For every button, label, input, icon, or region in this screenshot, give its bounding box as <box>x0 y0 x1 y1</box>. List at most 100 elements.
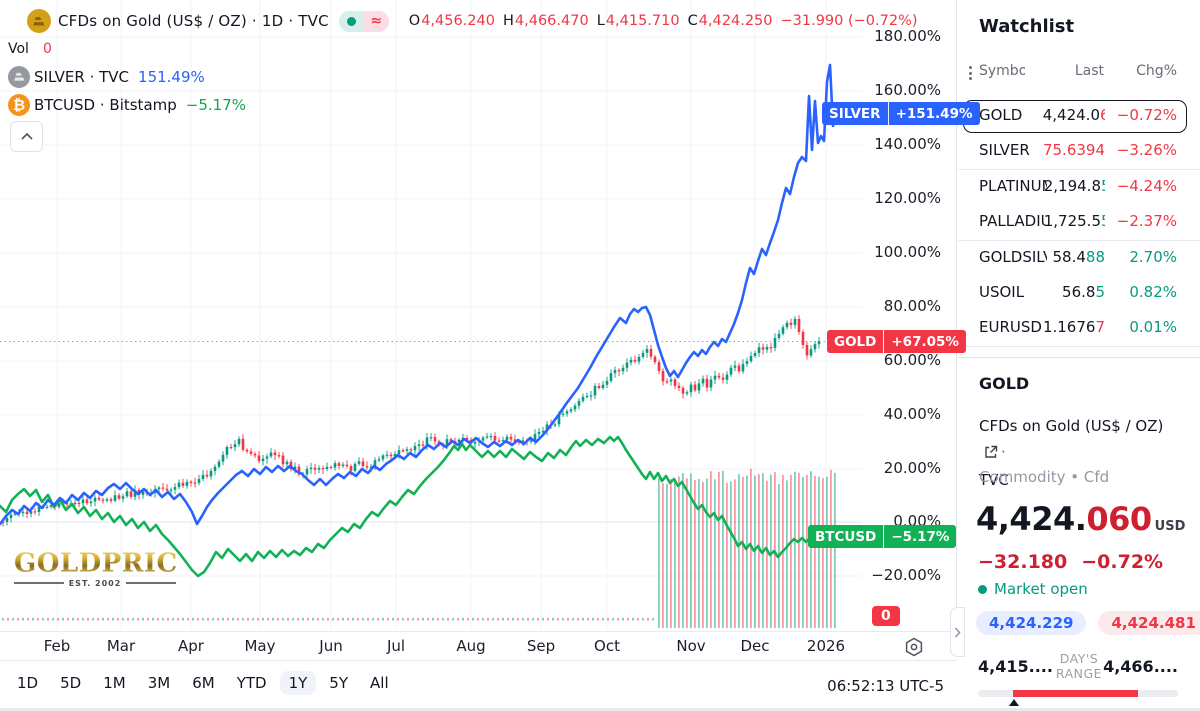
column-symbol[interactable]: Symbol <box>979 63 1025 79</box>
x-axis-label[interactable]: Aug <box>456 637 486 655</box>
row-symbol: PLATINUM <box>979 177 1047 195</box>
detail-description: CFDs on Gold (US$ / OZ) · TVC <box>979 413 1184 493</box>
watchlist-row-silver[interactable]: SILVER 75.6394 −3.26% <box>958 134 1200 169</box>
panel-collapse-handle[interactable] <box>950 607 965 657</box>
external-link-icon[interactable] <box>984 441 998 467</box>
range-high: 4,466.... <box>1103 657 1178 676</box>
btcusd-change: −5.17% <box>185 96 246 114</box>
column-chg[interactable]: Chg% <box>1136 63 1177 79</box>
range-button-6m[interactable]: 6M <box>192 674 215 692</box>
x-axis-label[interactable]: Jun <box>319 637 343 655</box>
y-axis-label: 80.00% <box>883 297 941 315</box>
chart-legend: CFDs on Gold (US$ / OZ) · 1D · TVC ≈ O 4,… <box>8 8 918 117</box>
price-currency: USD <box>1154 519 1186 534</box>
ask-pill[interactable]: 4,424.481 <box>1098 611 1200 635</box>
row-symbol: GOLDSILVER <box>979 248 1047 266</box>
row-last: 1.1676 7 <box>1042 318 1105 336</box>
y-axis-label: −20.00% <box>871 566 941 584</box>
row-last: 1,725.55 <box>1043 212 1105 230</box>
watchlist-row-gold[interactable]: GOLD 4,424.0 6 −0.72% <box>958 99 1200 134</box>
range-button-ytd[interactable]: YTD <box>236 674 267 692</box>
silver-title[interactable]: SILVER · TVC <box>34 68 130 86</box>
x-axis-label[interactable]: Mar <box>106 637 136 655</box>
x-axis-label[interactable]: 2026 <box>806 637 846 655</box>
range-button-3m[interactable]: 3M <box>147 674 171 692</box>
x-axis-label[interactable]: Nov <box>676 637 706 655</box>
y-axis-label: 140.00% <box>874 135 941 153</box>
visibility-toggle-icon[interactable] <box>338 10 364 32</box>
detail-category: Commodity • Cfd <box>979 468 1110 486</box>
marker-toggle[interactable]: ≈ <box>338 10 389 32</box>
range-button-1y[interactable]: 1Y <box>279 671 317 695</box>
chart-pane: CFDs on Gold (US$ / OZ) · 1D · TVC ≈ O 4,… <box>0 0 980 711</box>
row-symbol: EURUSD <box>979 318 1042 336</box>
range-fill <box>1013 690 1138 697</box>
watchlist-rows: GOLD 4,424.0 6 −0.72% SILVER 75.6394 −3.26% PLA… <box>958 99 1200 347</box>
row-last: 56.8 5 <box>1062 283 1105 301</box>
compare-row-silver[interactable]: SILVER · TVC 151.49% <box>8 65 918 89</box>
chevron-up-icon <box>20 133 33 140</box>
symbol-title[interactable]: CFDs on Gold (US$ / OZ) · 1D · TVC <box>58 12 329 30</box>
row-symbol: USOIL <box>979 283 1025 301</box>
time-axis[interactable]: Feb Mar Apr May Jun Jul Aug Sep Oct Nov Dec 2026 <box>0 631 957 661</box>
legend-collapse-button[interactable] <box>10 121 43 152</box>
silver-icon <box>8 66 30 88</box>
detail-description-text[interactable]: CFDs on Gold (US$ / OZ) <box>979 417 1164 435</box>
market-status: Market open <box>978 580 1088 598</box>
compare-row-btcusd[interactable]: ₿ BTCUSD · Bitstamp −5.17% <box>8 93 918 117</box>
row-symbol: GOLD <box>979 106 1023 124</box>
low-value: 4,415.710 <box>605 13 680 29</box>
bid-pill[interactable]: 4,424.229 <box>976 611 1087 635</box>
watchlist-header[interactable]: Symbol Last Chg% <box>958 63 1200 87</box>
range-button-1m[interactable]: 1M <box>103 674 126 692</box>
watchlist-row-usoil[interactable]: USOIL 56.8 5 0.82% <box>958 276 1200 311</box>
btc-icon: ₿ <box>8 94 30 116</box>
y-axis-label: 20.00% <box>883 459 941 477</box>
range-button-5y[interactable]: 5Y <box>329 674 349 692</box>
settings-icon[interactable] <box>903 636 925 662</box>
watchlist-row-palladium[interactable]: PALLADIUM1,725.55 −2.37% <box>958 205 1200 240</box>
market-open-dot-icon <box>978 584 987 594</box>
btcusd-price-badge: BTCUSD −5.17% <box>808 525 957 548</box>
row-chg: −2.37% <box>1116 212 1177 230</box>
watchlist-row-platinum[interactable]: PLATINUM2,194.85 −4.24% <box>958 170 1200 205</box>
x-axis-label[interactable]: Sep <box>526 637 556 655</box>
x-axis-label[interactable]: Oct <box>594 637 620 655</box>
high-label: H <box>502 13 514 29</box>
x-axis-label[interactable]: Jul <box>386 637 406 655</box>
x-axis-label[interactable]: Feb <box>43 637 71 655</box>
range-button-1d[interactable]: 1D <box>17 674 39 692</box>
row-symbol: PALLADIUM <box>979 212 1047 230</box>
main-symbol-row[interactable]: CFDs on Gold (US$ / OZ) · 1D · TVC ≈ O 4,… <box>8 8 918 34</box>
open-value: 4,456.240 <box>421 13 495 29</box>
approx-toggle-icon[interactable]: ≈ <box>363 10 389 32</box>
x-axis-label[interactable]: Apr <box>178 637 204 655</box>
volume-row: Vol 0 <box>8 41 918 61</box>
window-bottom-edge <box>0 708 1200 711</box>
close-label: C <box>687 13 698 29</box>
range-button-all[interactable]: All <box>370 674 389 692</box>
btcusd-title[interactable]: BTCUSD · Bitstamp <box>34 96 177 114</box>
watchlist-row-eurusd[interactable]: EURUSD 1.1676 7 0.01% <box>958 311 1200 346</box>
x-axis-label[interactable]: Dec <box>740 637 770 655</box>
gold-price-badge: GOLD +67.05% <box>827 330 966 353</box>
y-axis-label: 60.00% <box>883 351 941 369</box>
row-last: 75.6394 <box>1042 141 1105 159</box>
exchange-clock[interactable]: 06:52:13 UTC-5 <box>827 677 944 695</box>
watchlist-row-goldsilver[interactable]: GOLDSILVER 58.488 2.70% <box>958 241 1200 276</box>
vol-label: Vol <box>8 41 29 57</box>
x-axis-label[interactable]: May <box>244 637 276 655</box>
watchlist-title: Watchlist <box>979 16 1075 37</box>
column-last[interactable]: Last <box>1074 63 1104 79</box>
goldprice-wordmark: GOLDPRICE® <box>14 548 208 579</box>
silver-change: 151.49% <box>138 68 205 86</box>
row-chg: −3.26% <box>1116 141 1177 159</box>
range-button-5d[interactable]: 5D <box>60 674 82 692</box>
kebab-icon[interactable] <box>965 66 975 80</box>
ohlc-readout: O 4,456.240 H 4,466.470 L 4,415.710 C 4,424.… <box>401 13 918 29</box>
goldprice-est-line: EST. 2002 <box>14 579 176 588</box>
change-value: −31.990 (−0.72%) <box>780 13 918 29</box>
row-last: 58.4 88 <box>1052 248 1106 266</box>
y-axis-label: 100.00% <box>874 243 941 261</box>
